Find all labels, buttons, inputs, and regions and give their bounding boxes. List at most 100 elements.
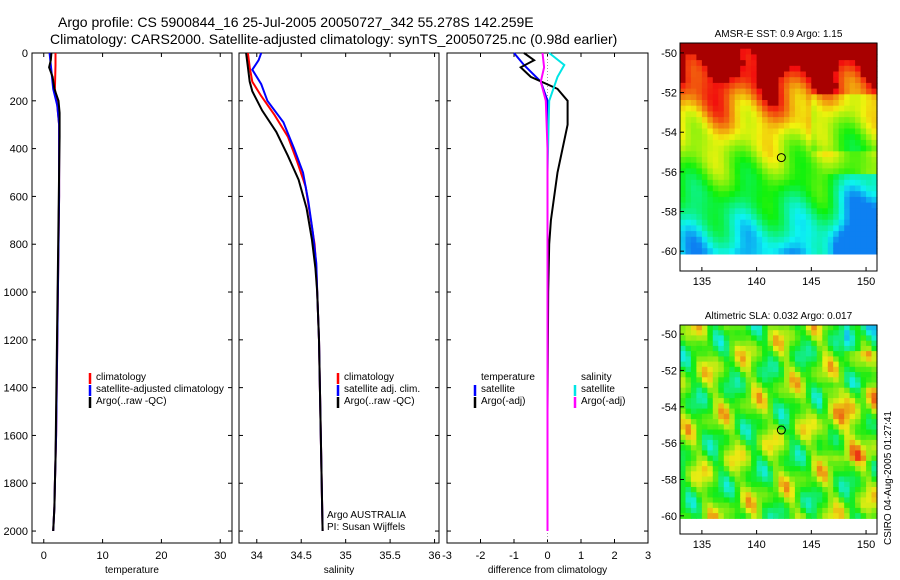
sla-heatmap-cell [805, 345, 812, 352]
sla-heatmap-cell [756, 466, 763, 472]
sla-heatmap-cell [838, 429, 845, 436]
sla-heatmap-cell [745, 476, 752, 483]
sla-heatmap-cell [745, 408, 752, 415]
sst-heatmap-cell [685, 71, 692, 78]
sla-ytick-label: -56 [661, 438, 677, 450]
sst-heatmap-cell [767, 105, 774, 112]
sla-heatmap-cell [734, 513, 741, 519]
sst-heatmap-cell [767, 242, 774, 249]
sst-heatmap-cell [740, 174, 747, 181]
sst-heatmap-cell [723, 174, 730, 181]
sst-heatmap-cell [871, 196, 878, 204]
sst-heatmap-cell [866, 139, 873, 147]
sst-heatmap-cell [718, 43, 725, 50]
sla-heatmap-cell [701, 403, 708, 410]
sst-heatmap-cell [751, 88, 758, 95]
sst-heatmap-cell [734, 88, 741, 95]
sla-heatmap-cell [756, 471, 763, 478]
sla-heatmap-cell [800, 387, 807, 394]
sla-heatmap-cell [773, 392, 780, 399]
sla-heatmap-cell [800, 382, 807, 389]
sst-heatmap-cell [789, 248, 796, 255]
sst-heatmap-cell [756, 191, 763, 198]
sla-heatmap-cell [849, 450, 856, 457]
sla-heatmap-cell [723, 502, 730, 509]
sla-heatmap-cell [844, 335, 851, 342]
sla-heatmap-cell [680, 345, 687, 352]
sst-heatmap-cell [767, 214, 774, 221]
sst-heatmap-cell [811, 225, 818, 232]
sst-heatmap-cell [794, 174, 801, 181]
sst-heatmap-cell [745, 191, 752, 198]
sst-heatmap-cell [855, 82, 862, 90]
sst-heatmap-cell [745, 71, 752, 78]
sst-heatmap-cell [751, 139, 758, 147]
sla-heatmap-cell [707, 356, 714, 363]
sla-heatmap-cell [685, 450, 692, 457]
sst-heatmap-cell [800, 82, 807, 90]
sst-heatmap-cell [696, 202, 703, 209]
sla-heatmap-cell [805, 424, 812, 431]
sla-heatmap-cell [712, 466, 719, 472]
sst-heatmap-cell [767, 225, 774, 232]
sst-heatmap-cell [822, 77, 829, 84]
sla-heatmap-cell [805, 408, 812, 415]
sla-heatmap-cell [816, 403, 823, 410]
sst-heatmap-cell [723, 191, 730, 198]
sla-heatmap-cell [762, 392, 769, 399]
sla-heatmap-cell [849, 507, 856, 514]
sst-heatmap-cell [794, 231, 801, 238]
sst-heatmap-cell [784, 208, 791, 215]
sst-heatmap-cell [756, 128, 763, 135]
sla-heatmap-cell [871, 460, 878, 467]
sst-heatmap-cell [784, 162, 791, 169]
sla-heatmap-cell [718, 507, 725, 514]
sst-heatmap-cell [805, 242, 812, 249]
sst-heatmap-cell [844, 179, 851, 187]
sst-heatmap-cell [811, 88, 818, 95]
sst-heatmap-cell [844, 71, 851, 78]
sst-heatmap-cell [789, 202, 796, 209]
sst-heatmap-cell [860, 100, 867, 107]
sst-heatmap-cell [740, 202, 747, 209]
sla-heatmap-cell [729, 476, 736, 483]
sla-heatmap-cell [794, 325, 801, 331]
sla-heatmap-cell [690, 335, 697, 342]
sst-heatmap-cell [844, 65, 851, 73]
sst-heatmap-cell [696, 208, 703, 215]
sst-heatmap-cell [833, 77, 840, 84]
sla-heatmap-cell [805, 419, 812, 425]
sla-heatmap-cell [860, 429, 867, 436]
sst-heatmap-cell [849, 94, 856, 101]
sla-heatmap-cell [680, 471, 687, 478]
sla-heatmap-cell [740, 439, 747, 446]
sst-heatmap-cell [685, 242, 692, 249]
sst-heatmap-cell [816, 219, 823, 226]
sla-heatmap-cell [778, 408, 785, 415]
sla-heatmap-cell [794, 445, 801, 451]
sst-heatmap-cell [723, 94, 730, 101]
sla-heatmap-cell [789, 335, 796, 342]
sst-heatmap-cell [855, 43, 862, 50]
sla-heatmap-cell [816, 413, 823, 420]
sla-heatmap-cell [838, 424, 845, 431]
sst-heatmap-cell [838, 242, 845, 249]
sla-heatmap-cell [844, 340, 851, 347]
sst-heatmap-cell [734, 48, 741, 55]
sst-heatmap-cell [762, 77, 769, 84]
sst-heatmap-cell [855, 248, 862, 255]
sst-heatmap-cell [784, 43, 791, 50]
sla-heatmap-cell [723, 351, 730, 357]
sla-ytick-label: -50 [661, 329, 677, 341]
sst-heatmap-cell [844, 48, 851, 55]
sla-heatmap-cell [723, 382, 730, 389]
sla-heatmap-cell [800, 398, 807, 404]
sst-heatmap-cell [718, 196, 725, 204]
sst-heatmap-cell [734, 94, 741, 101]
sst-heatmap-cell [778, 100, 785, 107]
sla-heatmap-cell [800, 335, 807, 342]
sla-heatmap-cell [784, 408, 791, 415]
sst-heatmap-cell [778, 248, 785, 255]
sst-heatmap-cell [860, 174, 867, 181]
sla-heatmap-cell [718, 351, 725, 357]
